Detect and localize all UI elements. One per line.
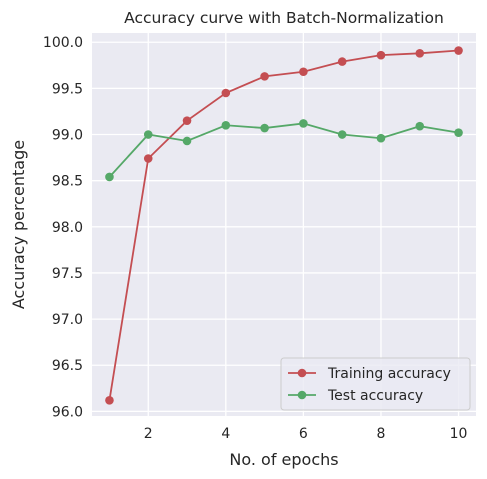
y-axis-ticks: 96.0 96.5 97.0 97.5 98.0 98.5 99.0 99.5 100.0 <box>43 35 83 420</box>
data-point <box>143 130 153 139</box>
legend-item: Test accuracy <box>288 388 423 404</box>
chart-title: Accuracy curve with Batch-Normalization <box>124 9 444 27</box>
legend-item: Training accuracy <box>288 366 451 382</box>
data-point <box>221 120 231 130</box>
y-tick-label: 97.5 <box>52 266 83 282</box>
data-point <box>454 128 463 137</box>
plot-area <box>92 33 476 416</box>
data-point <box>299 67 308 77</box>
data-point <box>376 133 386 143</box>
data-point <box>221 88 231 98</box>
y-axis-label: Accuracy percentage <box>9 140 28 309</box>
legend-box <box>280 357 471 411</box>
y-tick-label: 99.0 <box>52 128 83 144</box>
y-tick-label: 98.5 <box>52 174 83 190</box>
data-point <box>260 72 269 81</box>
legend-marker <box>297 368 307 378</box>
legend: Training accuracy Test accuracy <box>280 357 471 411</box>
x-tick-label: 2 <box>144 426 153 442</box>
series-layer <box>105 46 463 405</box>
data-point <box>260 123 269 133</box>
data-point <box>105 172 114 182</box>
y-tick-label: 96.5 <box>52 358 83 374</box>
series-training <box>105 46 463 405</box>
legend-label: Test accuracy <box>327 388 423 404</box>
series-line <box>108 122 459 178</box>
x-tick-label: 8 <box>377 426 386 442</box>
x-tick-label: 6 <box>299 426 308 442</box>
data-point <box>182 116 192 125</box>
x-tick-label: 4 <box>221 426 230 442</box>
y-tick-label: 96.0 <box>52 404 83 420</box>
x-axis-label: No. of epochs <box>229 450 338 469</box>
data-point <box>105 396 114 405</box>
data-point <box>376 50 386 60</box>
legend-label: Training accuracy <box>327 366 451 382</box>
y-tick-label: 98.0 <box>52 220 83 236</box>
x-axis-ticks: 2 4 6 8 10 <box>144 426 468 442</box>
data-point <box>415 121 425 131</box>
data-point <box>299 119 308 128</box>
data-point <box>415 49 425 58</box>
data-point <box>454 46 463 55</box>
x-tick-label: 10 <box>450 426 468 442</box>
data-point <box>182 136 192 146</box>
y-tick-label: 97.0 <box>52 312 83 328</box>
y-tick-label: 99.5 <box>52 81 83 97</box>
y-tick-label: 100.0 <box>43 35 83 51</box>
series-line <box>108 49 459 401</box>
data-point <box>337 130 347 139</box>
data-point <box>337 57 347 66</box>
legend-marker <box>297 390 307 400</box>
series-test <box>105 119 463 182</box>
data-point <box>143 154 153 163</box>
